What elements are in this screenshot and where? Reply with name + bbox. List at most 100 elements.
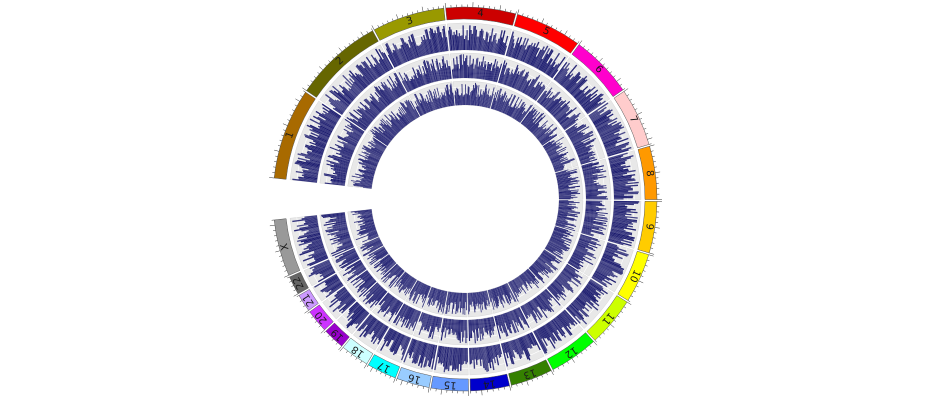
track-2-bar [506,69,514,86]
track-3-bar [525,270,538,285]
track-3-bar [361,215,373,218]
track-3-bar [440,290,446,312]
track-3-bar [502,98,510,114]
track-3-bar [409,280,419,294]
track-1-bar [568,305,588,325]
track-2-bar [484,318,489,335]
chr-label-3: 3 [405,15,414,27]
scale-tick [303,90,306,93]
track-3-bar [509,103,517,117]
track-1-bar [484,346,490,372]
track-2-bar [435,60,441,81]
track-1-bar [563,309,578,325]
track-3-bar [455,292,458,314]
track-1-bar [551,69,559,79]
track-grid-line [511,35,565,63]
track-3-bar [552,232,572,241]
track-1-bar [612,220,634,225]
track-1-bar [379,58,389,72]
track-2-bar [513,71,522,89]
track-2-bar [353,131,362,138]
scale-tick [363,363,367,369]
track-1-bar [588,280,608,295]
track-1-bar [334,287,346,297]
track-2-bar [562,270,582,285]
track-2-bar [584,176,598,180]
track-1-bar [401,44,410,62]
track-2-bar [359,109,374,121]
track-2-bar [514,70,524,89]
scale-tick [304,310,309,314]
track-2-bar [580,159,590,164]
track-3-bar [421,285,429,300]
track-1-bar [319,268,334,277]
scale-tick [649,252,655,255]
track-2-bar [361,107,375,120]
track-2-bar [531,299,543,318]
track-1-bar [585,285,599,296]
track-1-bar [295,170,319,176]
scale-tick [280,260,284,262]
track-3-bar [540,254,553,265]
track-3-bar [428,287,436,307]
scale-tick [641,123,645,125]
track-3-bar [367,242,382,251]
track-3-bar [532,263,542,272]
track-3-bar [368,141,385,152]
track-2-bar [585,201,601,203]
track-1-bar [613,191,639,194]
track-1-bar [357,314,372,332]
track-2-bar [329,216,346,221]
track-3-bar [386,124,398,135]
track-1-bar [306,151,323,158]
track-2-bar [507,311,517,333]
track-2-bar [552,281,563,292]
track-2-bar [512,74,520,89]
track-1-bar [313,247,325,252]
track-2-bar [516,76,525,91]
track-2-bar [572,131,594,144]
track-1-bar [400,337,411,361]
track-2-bar [343,145,355,151]
track-3-bar [364,151,380,160]
ideogram-chr-x [273,218,301,276]
track-3-bar [354,210,372,213]
track-2-bar [426,315,433,332]
track-3-bar [494,88,503,110]
track-3-bar [420,102,426,114]
track-1-bar [456,347,459,369]
track-2-bar [423,73,428,85]
track-3-bar [379,254,390,263]
track-2-bar [556,277,574,292]
track-3-bar [524,271,535,284]
track-3-bar [445,95,449,107]
ideogram-chr-9 [637,201,658,254]
track-2-bar [585,196,608,198]
track-3-bar [457,292,460,313]
track-3-bar [496,287,505,308]
track-2-bar [530,300,543,319]
track-2-bar [388,301,402,322]
track-1-bar [612,219,632,224]
track-2-bar [489,317,494,335]
track-2-bar [365,286,383,305]
track-3-bar [459,292,461,302]
track-2-bar [573,251,592,261]
track-2-bar [555,278,570,291]
track-1-bar [601,132,620,142]
track-2-bar [472,68,475,79]
track-3-bar [506,95,517,115]
track-2-bar [490,58,497,81]
track-3-bar [558,193,581,195]
track-3-bar [508,107,513,116]
track-2-bar [439,62,444,81]
scale-tick [649,143,652,145]
track-3-bar [382,265,399,283]
track-2-bar [386,298,398,315]
track-2-bar [352,118,367,130]
track-1-bar [575,297,586,307]
track-1-bar [610,162,626,168]
track-1-bar [443,25,448,52]
track-3-bar [363,244,384,257]
track-2-bar [557,109,573,122]
